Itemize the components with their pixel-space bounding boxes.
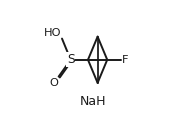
Text: HO: HO bbox=[44, 28, 62, 38]
Text: F: F bbox=[122, 55, 129, 65]
Text: S: S bbox=[67, 53, 74, 66]
Text: NaH: NaH bbox=[80, 95, 106, 108]
Text: O: O bbox=[49, 78, 58, 88]
